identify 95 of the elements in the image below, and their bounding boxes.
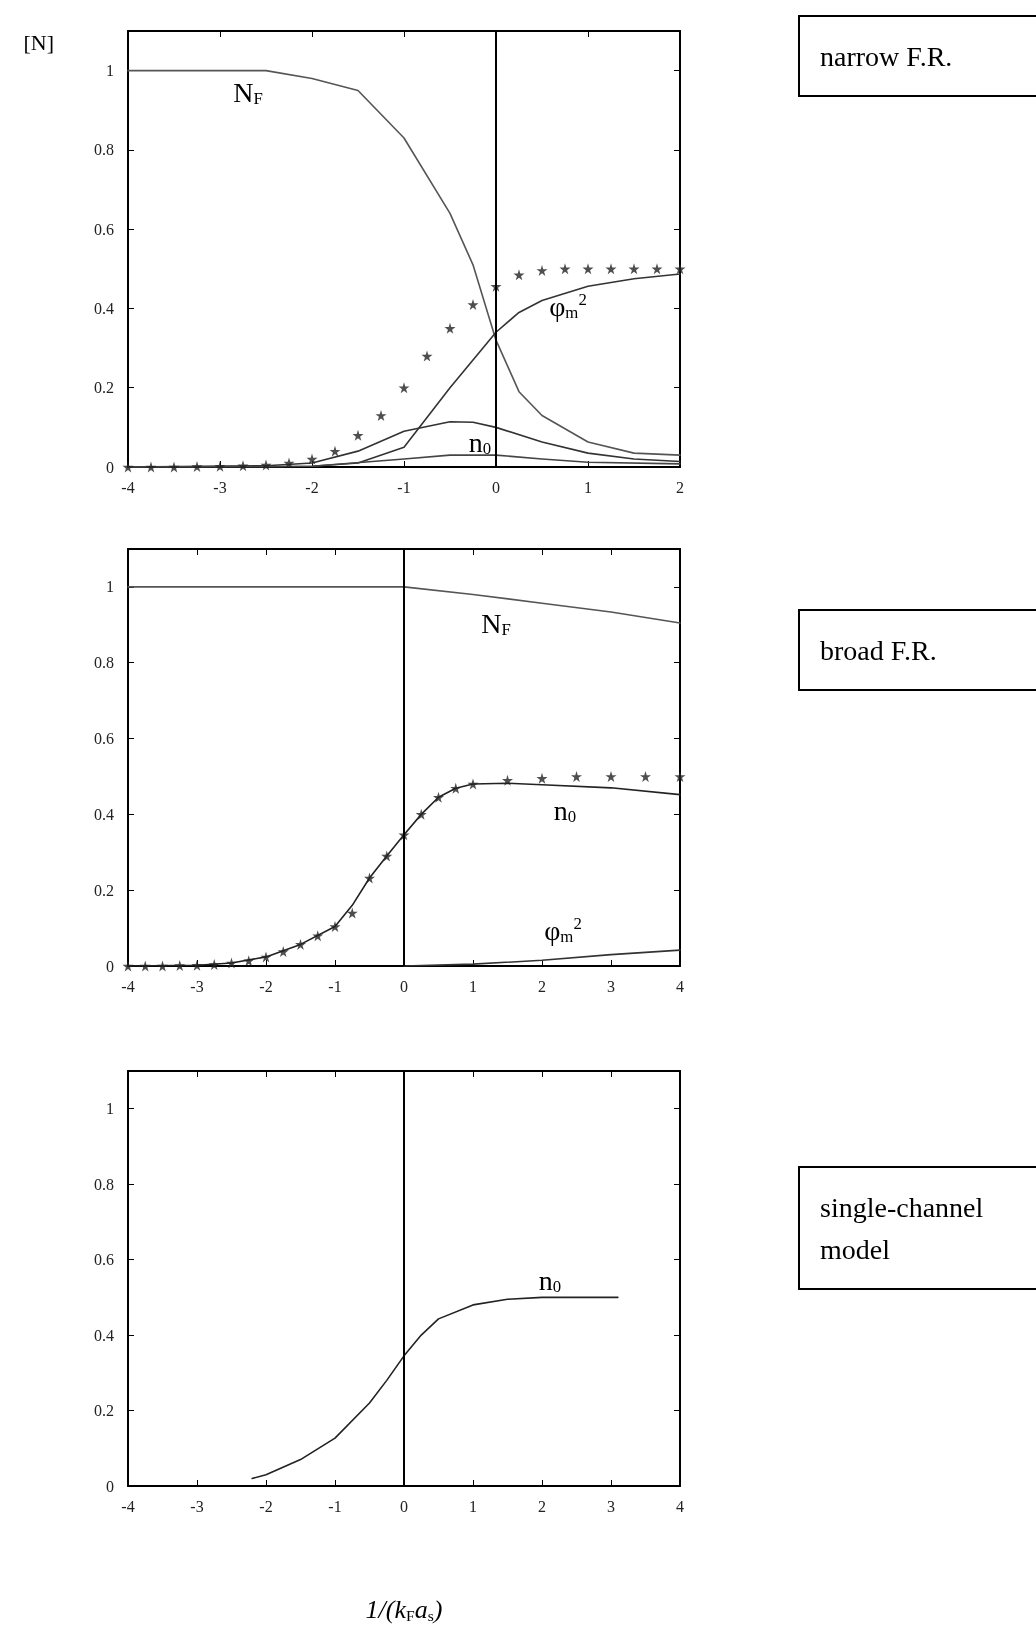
point: [306, 453, 318, 465]
point: [208, 958, 220, 970]
x-tick-label: -3: [190, 1497, 204, 1515]
point: [295, 938, 306, 950]
y-tick-label: 0.8: [94, 141, 114, 159]
point: [415, 808, 427, 820]
y-tick-label: 0.2: [94, 1402, 114, 1420]
point: [260, 459, 272, 471]
y-axis-title: [N]: [23, 29, 54, 55]
point: [571, 770, 582, 782]
point: [214, 460, 226, 472]
point: [502, 774, 513, 786]
point: [467, 298, 479, 310]
point: [513, 269, 525, 281]
point: [352, 429, 364, 441]
y-tick-label: 0.4: [94, 805, 114, 823]
x-tick-label: 2: [538, 1497, 546, 1515]
text: narrow F.R.: [820, 40, 953, 72]
point: [640, 770, 651, 782]
annotation: φm2: [549, 290, 587, 322]
point: [243, 955, 255, 967]
annotation: n0: [538, 1264, 562, 1296]
x-tick-label: -2: [259, 1497, 273, 1515]
y-tick-label: 0.2: [94, 881, 114, 899]
point: [329, 921, 341, 933]
point: [346, 907, 358, 919]
x-tick-label: -4: [121, 977, 135, 995]
y-tick-label: 0.8: [94, 1175, 114, 1193]
line-series: [251, 1296, 619, 1480]
y-tick-label: 0.4: [94, 299, 114, 317]
point: [277, 946, 289, 958]
x-tick-label: 4: [676, 1497, 684, 1515]
x-tick-label: -4: [121, 478, 135, 496]
x-tick-label: 1: [469, 1497, 477, 1515]
point: [467, 778, 479, 790]
point: [421, 350, 433, 362]
line-series: [403, 949, 681, 967]
y-tick-label: 1: [106, 62, 114, 80]
x-tick-label: 1: [584, 478, 592, 496]
text: broad F.R.: [820, 634, 937, 666]
x-tick-label: -1: [397, 478, 411, 496]
y-tick-label: 0.6: [94, 220, 114, 238]
y-tick-label: 0: [106, 1477, 114, 1495]
point: [226, 957, 237, 969]
point: [139, 960, 151, 972]
annotation: n0: [468, 426, 492, 458]
point: [536, 772, 548, 784]
line-series: [127, 69, 681, 456]
point: [398, 382, 410, 394]
annotation: NF: [233, 76, 263, 108]
point: [381, 850, 393, 862]
x-tick-label: -2: [305, 478, 319, 496]
point: [444, 322, 456, 334]
x-tick-label: 3: [607, 1497, 615, 1515]
y-tick-label: 0.6: [94, 730, 114, 748]
point: [329, 445, 341, 457]
point: [191, 461, 203, 473]
y-tick-label: 0.4: [94, 1326, 114, 1344]
point: [283, 457, 295, 469]
annotation: φm2: [544, 914, 582, 946]
x-tick-label: -3: [213, 478, 227, 496]
point: [157, 960, 168, 972]
y-tick-label: 0.8: [94, 654, 114, 672]
x-tick-label: 2: [676, 478, 684, 496]
x-tick-label: 2: [538, 977, 546, 995]
x-tick-label: -2: [259, 977, 273, 995]
y-tick-label: 0: [106, 957, 114, 975]
point: [536, 264, 548, 276]
point: [375, 409, 387, 421]
x-tick-label: 0: [400, 977, 408, 995]
point: [191, 959, 203, 971]
point: [605, 770, 617, 782]
x-tick-label: 0: [400, 1497, 408, 1515]
text: single-channel model: [820, 1191, 991, 1265]
x-tick-label: -3: [190, 977, 204, 995]
point: [450, 782, 462, 794]
x-tick-label: 4: [676, 977, 684, 995]
y-tick-label: 1: [106, 1100, 114, 1118]
y-tick-label: 0: [106, 458, 114, 476]
point: [312, 930, 324, 942]
y-tick-label: 1: [106, 578, 114, 596]
point: [364, 872, 375, 884]
y-tick-label: 0.2: [94, 379, 114, 397]
annotation: n0: [553, 794, 577, 826]
x-axis-title: 1/(kFas): [365, 1595, 443, 1625]
x-tick-label: 1: [469, 977, 477, 995]
x-tick-label: -1: [328, 1497, 342, 1515]
point: [174, 960, 186, 972]
x-tick-label: -1: [328, 977, 342, 995]
x-tick-label: 0: [492, 478, 500, 496]
annotation: NF: [481, 607, 511, 639]
point: [433, 791, 444, 803]
x-tick-label: -4: [121, 1497, 135, 1515]
y-tick-label: 0.6: [94, 1251, 114, 1269]
x-tick-label: 3: [607, 977, 615, 995]
